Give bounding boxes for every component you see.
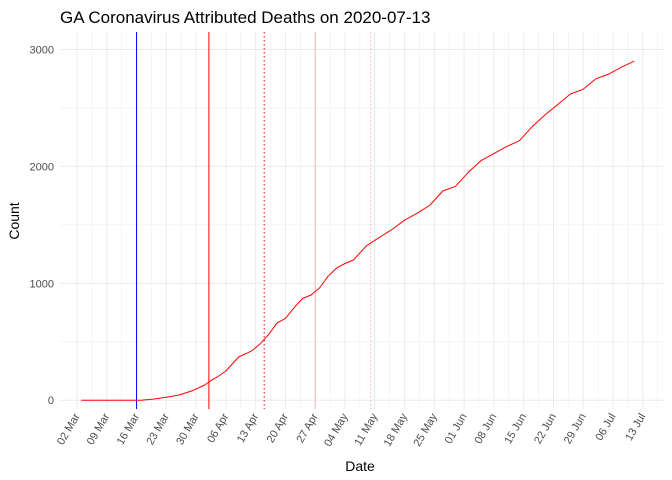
x-tick-label: 18 May — [382, 411, 411, 449]
data-series — [81, 60, 635, 401]
x-tick-label: 22 Jun — [532, 412, 559, 447]
x-axis-label: Date — [345, 458, 375, 474]
x-tick-label: 30 Mar — [174, 411, 202, 447]
y-tick-label: 3000 — [30, 45, 54, 57]
x-tick-label: 01 Jun — [443, 412, 470, 447]
x-tick-label: 16 Mar — [115, 411, 143, 447]
x-tick-label: 11 May — [352, 411, 380, 448]
gridlines — [60, 32, 664, 409]
x-tick-label: 29 Jun — [562, 412, 589, 447]
series-line — [81, 60, 635, 401]
x-tick-label: 23 Mar — [144, 411, 172, 447]
y-tick-label: 1000 — [30, 278, 54, 290]
x-tick-label: 15 Jun — [502, 412, 529, 447]
x-tick-label: 09 Mar — [85, 411, 113, 447]
y-tick-label: 0 — [48, 395, 54, 407]
chart-title: GA Coronavirus Attributed Deaths on 2020… — [60, 8, 430, 27]
x-tick-label: 06 Apr — [205, 411, 231, 445]
reference-lines — [136, 32, 372, 409]
y-tick-labels: 0 1000 2000 3000 — [30, 45, 54, 408]
x-tick-label: 08 Jun — [473, 411, 500, 446]
x-tick-label: 02 Mar — [55, 411, 83, 447]
x-tick-labels: 02 Mar 09 Mar 16 Mar 23 Mar 30 Mar 06 Apr 13 A… — [55, 411, 648, 449]
x-tick-label: 27 Apr — [295, 411, 321, 445]
x-tick-label: 20 Apr — [265, 411, 291, 445]
y-axis-label: Count — [6, 202, 22, 239]
x-tick-label: 04 May — [322, 411, 351, 449]
x-tick-label: 13 Apr — [235, 411, 261, 445]
y-tick-label: 2000 — [30, 161, 54, 173]
x-tick-label: 06 Jul — [593, 412, 618, 443]
x-tick-label: 13 Jul — [623, 412, 648, 443]
x-tick-label: 25 May — [411, 411, 440, 449]
